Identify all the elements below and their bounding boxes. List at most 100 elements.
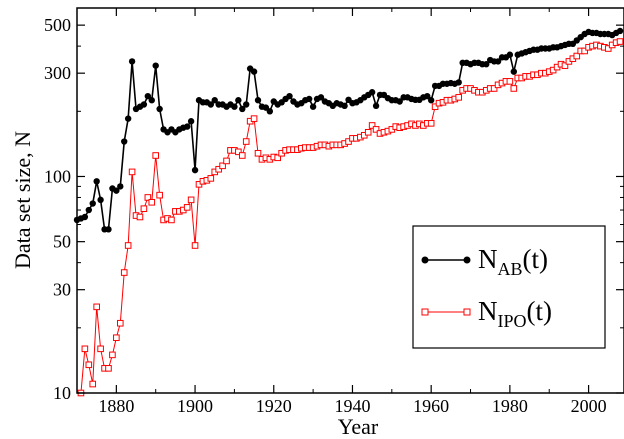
data-point-ipo	[368, 122, 376, 129]
data-point-ab	[97, 196, 104, 204]
data-point-ipo	[183, 204, 191, 211]
legend-marker-ipo	[421, 308, 429, 316]
y-tick-label: 100	[44, 166, 71, 186]
legend: NAB(t) NIPO(t)	[412, 225, 606, 349]
data-point-ab	[396, 98, 403, 105]
data-point-ab	[305, 95, 313, 103]
x-tick-label: 1880	[98, 396, 134, 416]
y-axis-title: Data set size, N	[10, 131, 35, 269]
data-point-ab	[341, 102, 348, 110]
legend-box	[412, 225, 606, 349]
plot-frame	[76, 7, 624, 394]
data-point-ipo	[156, 191, 163, 199]
legend-entry-ab: NAB(t)	[421, 244, 548, 279]
data-point-ipo	[254, 149, 262, 157]
data-point-ipo	[581, 47, 588, 55]
series-line-ab	[76, 30, 621, 231]
data-point-ab	[93, 178, 100, 185]
data-point-ipo	[431, 103, 439, 111]
axis-layer: 1880 1900 1920 1940 1960 1980 2000 10 30 50 100 300…	[44, 8, 624, 416]
legend-marker-ipo	[463, 308, 471, 316]
data-point-ipo	[506, 78, 514, 85]
data-point-ab	[455, 79, 462, 86]
x-tick-label: 1980	[492, 396, 528, 416]
data-point-ab	[506, 51, 514, 58]
data-point-ipo	[168, 216, 175, 224]
data-point-ab	[286, 92, 293, 100]
legend-entry-ipo: NIPO(t)	[421, 296, 552, 331]
data-point-ipo	[97, 345, 104, 353]
data-point-ipo	[105, 365, 112, 372]
data-point-ab	[89, 200, 96, 207]
data-point-ipo	[81, 345, 89, 353]
data-point-ipo	[238, 152, 246, 159]
legend-marker-ab	[463, 256, 471, 264]
data-point-ab	[309, 103, 317, 110]
data-point-ipo	[427, 120, 435, 127]
data-point-ipo	[372, 126, 380, 133]
x-axis-title: Year	[338, 414, 379, 439]
data-point-ipo	[148, 198, 156, 206]
data-point-ipo	[616, 38, 624, 45]
data-point-ab	[187, 118, 195, 125]
data-point-ipo	[455, 94, 463, 101]
data-point-ab	[266, 108, 274, 115]
data-point-ab	[317, 94, 325, 101]
data-point-ipo	[116, 319, 124, 327]
data-point-ab	[124, 115, 132, 122]
data-point-ab	[372, 102, 380, 110]
data-point-ipo	[250, 115, 258, 122]
data-point-ipo	[215, 165, 222, 173]
x-tick-label: 1900	[177, 396, 213, 416]
data-point-ipo	[223, 157, 230, 165]
data-point-ab	[211, 97, 218, 104]
data-point-ipo	[235, 148, 242, 156]
data-point-ipo	[219, 162, 226, 170]
series-ipo	[77, 38, 624, 397]
data-point-ab	[207, 101, 214, 108]
legend-marker-ab	[421, 256, 429, 264]
data-point-ab	[113, 187, 120, 194]
data-point-ab	[368, 89, 376, 96]
data-point-ab	[81, 213, 89, 221]
data-point-ipo	[191, 242, 199, 249]
data-point-ipo	[140, 205, 148, 212]
data-point-ab	[156, 105, 163, 113]
data-point-ab	[152, 62, 159, 69]
data-point-ab	[510, 68, 518, 75]
data-point-ab	[243, 101, 250, 108]
legend-label-ab: NAB(t)	[478, 244, 548, 279]
data-point-ab	[427, 97, 435, 104]
data-point-ab	[121, 138, 128, 145]
y-tick-label: 10	[53, 383, 71, 403]
data-point-ab	[105, 226, 112, 233]
data-point-ab	[254, 97, 262, 104]
data-point-ipo	[242, 138, 250, 145]
data-point-ipo	[93, 303, 100, 311]
data-point-ab	[85, 206, 93, 214]
data-point-ab	[424, 92, 431, 100]
data-point-ipo	[604, 45, 612, 52]
data-point-ab	[250, 68, 258, 75]
data-point-ipo	[152, 152, 160, 159]
series-layer	[73, 27, 624, 397]
data-point-ab	[235, 97, 242, 104]
data-point-ab	[128, 58, 136, 65]
y-tick-label: 50	[53, 232, 71, 252]
data-point-ab	[191, 166, 199, 174]
data-point-ipo	[113, 334, 120, 342]
data-point-ipo	[364, 128, 372, 136]
data-point-ipo	[124, 242, 132, 249]
data-point-ipo	[85, 361, 93, 369]
data-point-ipo	[490, 85, 498, 92]
data-point-ab	[616, 27, 624, 35]
data-point-ab	[117, 183, 124, 190]
data-point-ab	[140, 101, 148, 108]
data-point-ipo	[144, 194, 152, 201]
data-point-ab	[239, 105, 246, 113]
x-tick-label: 1960	[413, 396, 449, 416]
data-point-ipo	[561, 62, 569, 69]
data-point-ipo	[128, 168, 136, 176]
data-point-ipo	[109, 351, 116, 359]
